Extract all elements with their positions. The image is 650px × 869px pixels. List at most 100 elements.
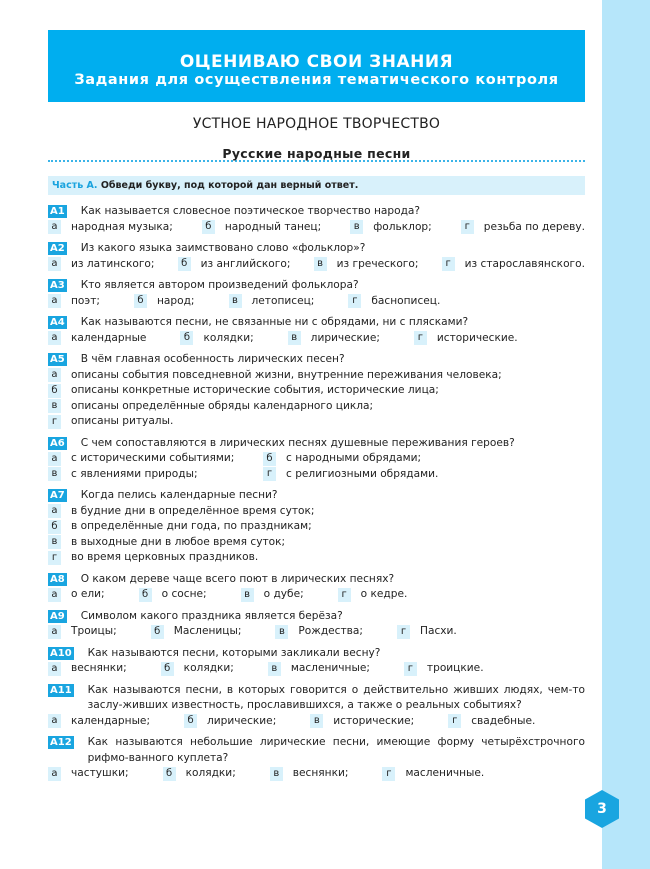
option-letter[interactable]: в — [48, 467, 61, 482]
answer-option[interactable]: г описаны ритуалы. — [48, 414, 585, 430]
answer-option[interactable]: а календарные; — [48, 714, 150, 730]
answer-option[interactable]: а поэт; — [48, 294, 100, 310]
answer-option[interactable]: а частушки; — [48, 766, 129, 782]
option-letter[interactable]: б — [201, 220, 215, 235]
answer-option[interactable]: в масленичные; — [267, 661, 370, 677]
option-letter[interactable]: б — [177, 257, 191, 272]
answer-option[interactable]: г баснописец. — [348, 294, 440, 310]
option-letter[interactable]: б — [150, 624, 164, 639]
option-letter[interactable]: б — [180, 331, 194, 346]
question-header: А8 О каком дереве чаще всего поют в лирич… — [48, 572, 585, 588]
option-letter[interactable]: б — [48, 383, 61, 398]
answer-option[interactable]: г масленичные. — [382, 766, 484, 782]
option-letter[interactable]: г — [460, 220, 474, 235]
option-letter[interactable]: г — [413, 331, 427, 346]
answer-option[interactable]: в о дубе; — [240, 587, 304, 603]
option-letter[interactable]: г — [348, 294, 362, 309]
option-letter[interactable]: г — [263, 467, 276, 482]
answer-option[interactable]: б с народными обрядами; — [263, 451, 585, 467]
answer-option[interactable]: б народ; — [133, 294, 195, 310]
option-letter[interactable]: а — [48, 766, 61, 781]
option-letter[interactable]: а — [48, 294, 61, 309]
answer-option[interactable]: б из английского; — [177, 257, 290, 273]
answer-option[interactable]: б колядки; — [162, 766, 236, 782]
answer-option[interactable]: в летописец; — [228, 294, 314, 310]
answer-option[interactable]: г резьба по дереву. — [460, 220, 585, 236]
answer-option[interactable]: б описаны конкретные исторические события… — [48, 383, 585, 399]
answer-option[interactable]: в с явлениями природы; — [48, 467, 263, 483]
answer-option[interactable]: г из старославянского. — [441, 257, 585, 273]
answer-option[interactable]: а веснянки; — [48, 661, 127, 677]
answer-option[interactable]: б лирические; — [184, 714, 276, 730]
answer-option[interactable]: в описаны определённые обряды календарног… — [48, 399, 585, 415]
option-letter[interactable]: г — [48, 414, 61, 429]
answer-option[interactable]: б колядки; — [160, 661, 234, 677]
option-letter[interactable]: г — [382, 766, 396, 781]
option-letter[interactable]: в — [350, 220, 364, 235]
answer-option[interactable]: в Рождества; — [275, 624, 363, 640]
answer-option[interactable]: а Троицы; — [48, 624, 117, 640]
answer-option[interactable]: а с историческими событиями; — [48, 451, 263, 467]
option-letter[interactable]: в — [267, 661, 281, 676]
option-letter[interactable]: г — [337, 587, 351, 602]
option-letter[interactable]: г — [48, 550, 61, 565]
option-letter[interactable]: а — [48, 368, 61, 383]
answer-option[interactable]: а календарные — [48, 331, 146, 347]
option-letter[interactable]: б — [184, 714, 198, 729]
answer-option[interactable]: а о ели; — [48, 587, 105, 603]
option-letter[interactable]: г — [441, 257, 455, 272]
option-letter[interactable]: г — [403, 661, 417, 676]
option-text: лирические; — [310, 331, 380, 344]
option-text: народный танец; — [224, 220, 322, 233]
question-header: А3 Кто является автором произведений фоль… — [48, 278, 585, 294]
answer-option[interactable]: а описаны события повседневной жизни, вну… — [48, 368, 585, 384]
option-letter[interactable]: г — [396, 624, 410, 639]
option-letter[interactable]: в — [287, 331, 301, 346]
option-letter[interactable]: в — [310, 714, 324, 729]
answer-option[interactable]: б народный танец; — [201, 220, 322, 236]
answer-option[interactable]: б о сосне; — [138, 587, 207, 603]
option-letter[interactable]: б — [162, 766, 176, 781]
answer-option[interactable]: г исторические. — [413, 331, 518, 347]
option-letter[interactable]: б — [48, 519, 61, 534]
answer-option[interactable]: г троицкие. — [403, 661, 484, 677]
answer-option[interactable]: а из латинского; — [48, 257, 154, 273]
option-letter[interactable]: а — [48, 331, 61, 346]
option-letter[interactable]: а — [48, 714, 61, 729]
option-letter[interactable]: б — [263, 451, 276, 466]
option-letter[interactable]: в — [240, 587, 254, 602]
option-letter[interactable]: в — [313, 257, 327, 272]
answer-option[interactable]: в фольклор; — [350, 220, 432, 236]
option-letter[interactable]: в — [48, 399, 61, 414]
option-letter[interactable]: а — [48, 624, 61, 639]
option-letter[interactable]: в — [275, 624, 289, 639]
option-letter[interactable]: а — [48, 504, 61, 519]
answer-option[interactable]: в лирические; — [287, 331, 380, 347]
option-letter[interactable]: в — [228, 294, 242, 309]
answer-option[interactable]: в исторические; — [310, 714, 414, 730]
answer-option[interactable]: г свадебные. — [448, 714, 535, 730]
answer-option[interactable]: г о кедре. — [337, 587, 407, 603]
answer-option[interactable]: б в определённые дни года, по праздникам; — [48, 519, 585, 535]
option-letter[interactable]: а — [48, 661, 61, 676]
option-letter[interactable]: в — [269, 766, 283, 781]
answer-option[interactable]: а народная музыка; — [48, 220, 173, 236]
option-letter[interactable]: б — [138, 587, 152, 602]
answer-option[interactable]: б колядки; — [180, 331, 254, 347]
option-letter[interactable]: г — [448, 714, 462, 729]
option-letter[interactable]: б — [160, 661, 174, 676]
option-letter[interactable]: а — [48, 257, 61, 272]
answer-option[interactable]: г во время церковных праздников. — [48, 550, 585, 566]
answer-option[interactable]: г Пасхи. — [396, 624, 457, 640]
option-letter[interactable]: а — [48, 587, 61, 602]
answer-option[interactable]: в веснянки; — [269, 766, 348, 782]
answer-option[interactable]: б Масленицы; — [150, 624, 241, 640]
answer-option[interactable]: в в выходные дни в любое время суток; — [48, 535, 585, 551]
answer-option[interactable]: г с религиозными обрядами. — [263, 467, 585, 483]
option-letter[interactable]: а — [48, 451, 61, 466]
answer-option[interactable]: а в будние дни в определённое время суток… — [48, 504, 585, 520]
answer-option[interactable]: в из греческого; — [313, 257, 418, 273]
option-letter[interactable]: а — [48, 220, 61, 235]
option-letter[interactable]: б — [133, 294, 147, 309]
option-letter[interactable]: в — [48, 535, 61, 550]
